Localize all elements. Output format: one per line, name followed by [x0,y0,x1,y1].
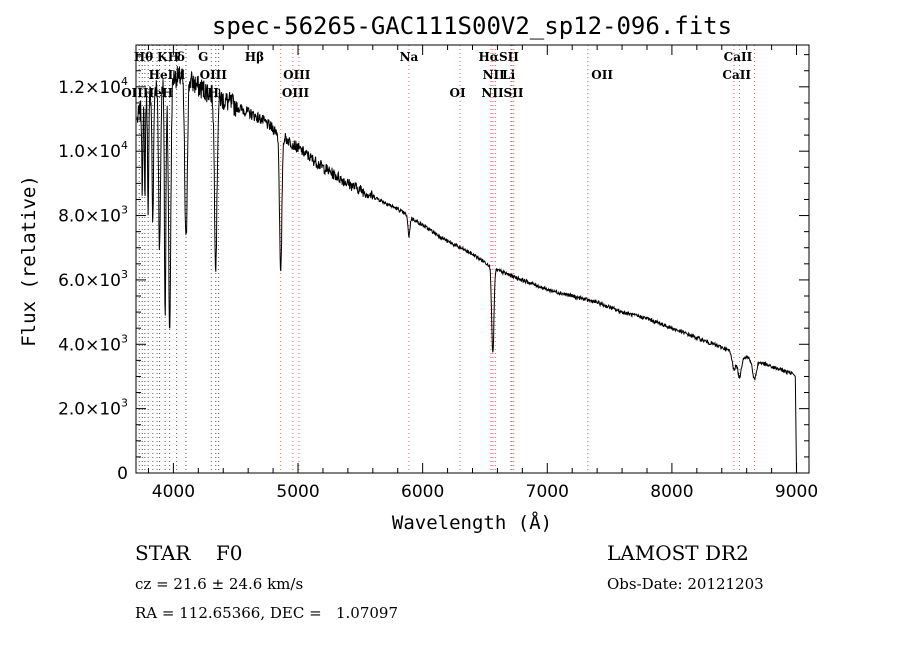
y-tick-label: 0 [117,464,128,484]
spectral-line-label: OIII [200,68,228,82]
spectral-line-label: OIIHeH [121,86,173,100]
spectral-line-label: NIISII [481,86,523,100]
y-tick-label: 1.0×104 [58,139,128,162]
y-axis-label: Flux (relative) [18,175,40,347]
redshift-label: cz = 21.6 ± 24.6 km/s [135,575,304,593]
x-tick-label: 6000 [401,482,444,502]
reference-lines [138,45,755,473]
coordinates-label: RA = 112.65366, DEC = 1.07097 [135,604,399,622]
spectral-line-label: Hθ [134,50,153,64]
y-tick-label: 2.0×103 [58,397,128,420]
spectral-line-label: Li [502,68,515,82]
spectral-line-label: H [168,50,179,64]
y-axis-ticks: 0 2.0×103 4.0×103 6.0×103 8.0×103 1.0×104 1.2×… [58,54,809,484]
spectral-line-label: HαSII [478,50,519,64]
x-tick-label: 7000 [526,482,569,502]
spectral-line-label: OIII [282,86,310,100]
x-axis-ticks: 4000 5000 6000 7000 8000 9000 [147,45,818,502]
y-tick-label: 6.0×103 [58,268,128,291]
y-tick-label: 4.0×103 [58,332,128,355]
spectral-line-label: OII [591,68,613,82]
object-class-label: STAR F0 [135,541,243,565]
spectral-line-label: G [198,50,208,64]
y-tick-label: 8.0×103 [58,204,128,227]
x-tick-label: 5000 [276,482,319,502]
spectral-line-label: Hβ [245,50,264,64]
spectral-line-label: OIII [283,68,311,82]
spectrum-line [136,66,797,474]
spectral-line-label: H [208,86,219,100]
y-tick-label: 1.2×104 [58,75,128,98]
spectral-line-label: CaII [724,50,753,64]
spectral-line-label: NII [483,68,506,82]
x-tick-label: 8000 [650,482,693,502]
spectral-line-label: CaII [722,68,751,82]
survey-label: LAMOST DR2 [607,541,749,565]
spectral-line-label: HeI [149,68,174,82]
spectral-line-label: δ [177,50,185,64]
x-axis-label: Wavelength (Å) [392,511,552,534]
obs-date-label: Obs-Date: 20121203 [607,575,764,593]
x-tick-label: 4000 [152,482,195,502]
spectral-line-label: K [157,50,168,64]
spectral-line-label: Na [400,50,419,64]
chart-title: spec-56265-GAC111S00V2_sp12-096.fits [212,12,732,40]
spectral-line-label: OI [450,86,466,100]
x-tick-label: 9000 [775,482,818,502]
